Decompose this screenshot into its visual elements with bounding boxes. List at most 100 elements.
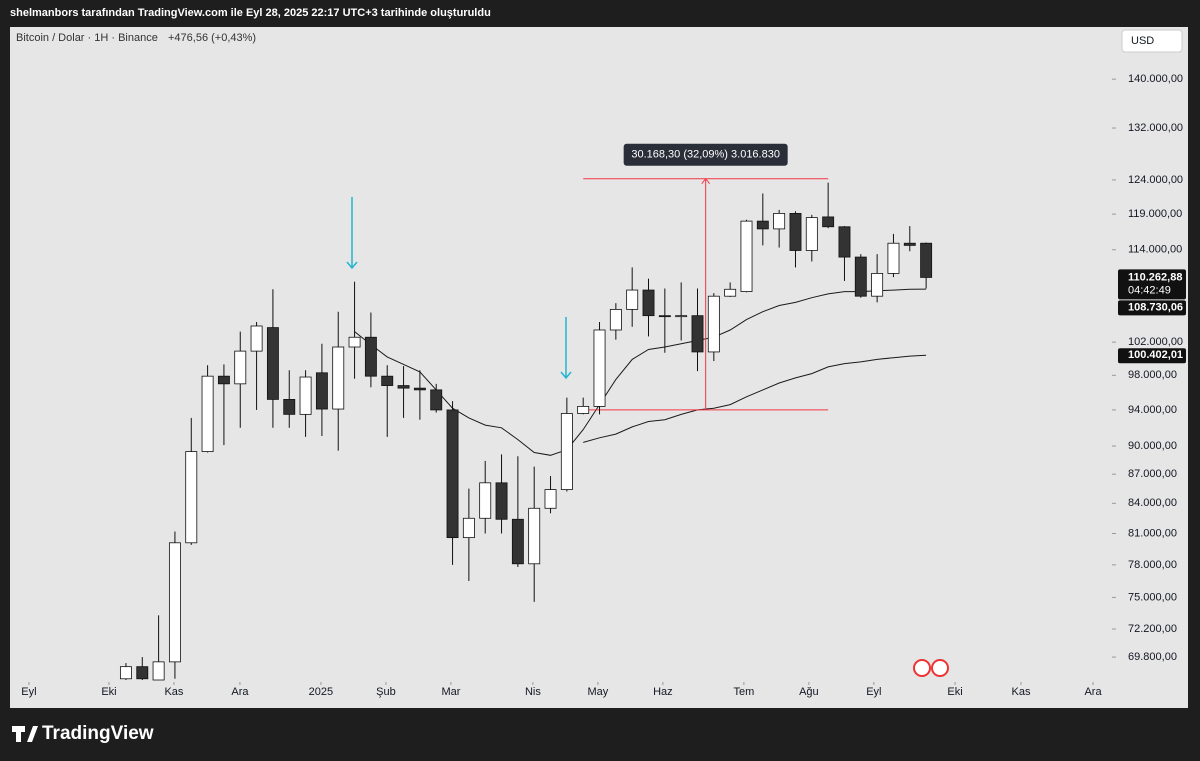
candle-body xyxy=(299,376,312,415)
y-tick-label: 119.000,00 xyxy=(1128,208,1182,220)
x-tick-label: Ağu xyxy=(799,686,819,698)
last-price-box xyxy=(1118,269,1186,300)
candle-body xyxy=(642,289,655,317)
x-tick-label: Haz xyxy=(653,686,673,698)
candle-body xyxy=(528,507,541,565)
countdown: 04:42:49 xyxy=(1128,284,1171,296)
y-tick-label: 98.000,00 xyxy=(1128,369,1177,381)
candle-body xyxy=(854,256,867,297)
y-tick-label: 87.000,00 xyxy=(1128,468,1177,480)
candle-body xyxy=(756,220,769,230)
candle-body xyxy=(560,413,573,490)
candle-body xyxy=(266,327,279,400)
change: +476,56 (+0,43%) xyxy=(168,32,256,44)
y-tick-label: 69.800,00 xyxy=(1128,651,1177,663)
candle-body xyxy=(593,329,606,407)
candle-body xyxy=(348,336,361,348)
event-icon[interactable] xyxy=(931,659,949,677)
moving-average xyxy=(354,288,927,456)
x-tick-label: Nis xyxy=(525,686,541,698)
annotation-arrow-head xyxy=(346,261,358,270)
brand: TradingView xyxy=(42,723,154,744)
x-tick-label: Ara xyxy=(231,686,249,698)
candle-body xyxy=(920,242,933,278)
candle-body xyxy=(577,406,590,414)
line-price-box xyxy=(1118,348,1186,364)
candle-body xyxy=(397,385,410,389)
symbol: Bitcoin / Dolar · 1H · Binance xyxy=(16,32,158,44)
candle-body xyxy=(446,409,459,539)
y-tick-label: 94.000,00 xyxy=(1128,404,1177,416)
y-tick-label: 81.000,00 xyxy=(1128,527,1177,539)
line-price: 100.402,01 xyxy=(1128,349,1183,361)
y-tick-label: 102.000,00 xyxy=(1128,336,1183,348)
x-tick-label: Kas xyxy=(1012,686,1031,698)
candle-body xyxy=(626,289,639,310)
currency-button[interactable] xyxy=(1121,29,1183,53)
x-tick-label: Tem xyxy=(733,686,754,698)
last-price: 110.262,88 xyxy=(1128,271,1182,283)
x-tick-label: Mar xyxy=(441,686,460,698)
x-tick-label: Eyl xyxy=(21,686,36,698)
candle-body xyxy=(462,517,475,539)
y-tick-label: 124.000,00 xyxy=(1128,174,1183,186)
candle-body xyxy=(185,451,198,544)
annotation-arrow-head xyxy=(560,371,572,380)
line-price-box xyxy=(1118,300,1186,316)
x-tick-label: 2025 xyxy=(309,686,333,698)
candle-body xyxy=(707,295,720,353)
candle-body xyxy=(234,350,247,385)
logo: TradingView xyxy=(12,723,154,744)
y-tick-label: 78.000,00 xyxy=(1128,559,1177,571)
candle-body xyxy=(136,666,149,680)
measure-label-box xyxy=(623,143,788,166)
candle-body xyxy=(691,315,704,353)
candle-body xyxy=(381,375,394,386)
candle-body xyxy=(217,375,230,385)
candle-body xyxy=(119,666,132,680)
logo-mark xyxy=(12,726,38,742)
candle-body xyxy=(479,482,492,519)
candle-body xyxy=(609,308,622,331)
y-tick-label: 75.000,00 xyxy=(1128,591,1177,603)
y-tick-label: 90.000,00 xyxy=(1128,440,1177,452)
candle-body xyxy=(789,213,802,251)
line-price: 108.730,06 xyxy=(1128,301,1183,313)
y-tick-label: 132.000,00 xyxy=(1128,122,1183,134)
moving-average xyxy=(583,354,927,443)
measure-arrow-head xyxy=(701,177,711,185)
candle-body xyxy=(773,213,786,230)
candle-body xyxy=(315,372,328,410)
candle-body xyxy=(413,387,426,391)
candle-body xyxy=(495,482,508,520)
y-tick-label: 114.000,00 xyxy=(1128,244,1182,256)
x-tick-label: Eki xyxy=(947,686,962,698)
plot: 69.800,00 72.200,00 75.000,00 78.000,00 81.0… xyxy=(21,73,1186,698)
candle-body xyxy=(838,226,851,258)
candle-body xyxy=(544,489,557,509)
candle-body xyxy=(740,220,753,292)
candle-body xyxy=(871,272,884,297)
x-tick-label: May xyxy=(587,686,608,698)
candle-body xyxy=(430,389,443,411)
x-tick-label: Şub xyxy=(376,686,396,698)
candle-body xyxy=(511,518,524,565)
measure-label: 30.168,30 (32,09%) 3.016.830 xyxy=(631,149,780,161)
candle-body xyxy=(152,661,165,681)
candle-body xyxy=(887,242,900,274)
candle-body xyxy=(658,315,671,318)
candle-body xyxy=(250,325,263,352)
candle-body xyxy=(805,217,818,251)
y-tick-label: 140.000,00 xyxy=(1128,73,1183,85)
x-tick-label: Kas xyxy=(164,686,183,698)
candle-body xyxy=(903,242,916,246)
candle-body xyxy=(724,288,737,297)
candle-body xyxy=(364,336,377,377)
candle-body xyxy=(168,542,181,663)
event-icon[interactable] xyxy=(913,659,931,677)
candle-body xyxy=(332,346,345,410)
candle-body xyxy=(201,375,214,452)
candle-body xyxy=(822,216,835,228)
y-tick-label: 72.200,00 xyxy=(1128,623,1177,635)
